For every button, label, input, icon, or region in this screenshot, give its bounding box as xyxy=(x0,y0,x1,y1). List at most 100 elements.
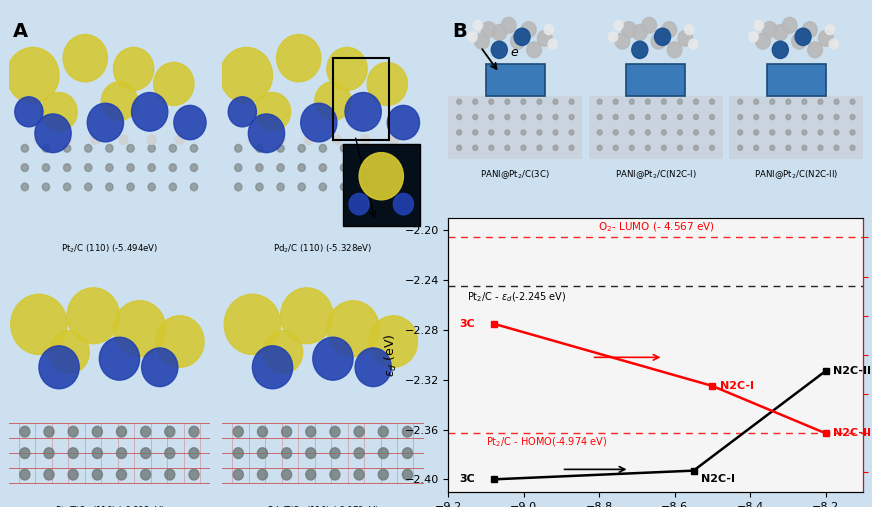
Bar xyxy=(333,58,389,140)
Circle shape xyxy=(387,105,419,140)
Circle shape xyxy=(829,39,839,49)
Text: N2C-II: N2C-II xyxy=(833,428,871,438)
Circle shape xyxy=(753,99,759,104)
Circle shape xyxy=(148,164,155,171)
Circle shape xyxy=(755,33,770,49)
Circle shape xyxy=(101,82,138,120)
Circle shape xyxy=(41,92,78,131)
Circle shape xyxy=(92,469,102,480)
Circle shape xyxy=(64,183,71,191)
Bar xyxy=(730,96,863,159)
Circle shape xyxy=(117,469,126,480)
Circle shape xyxy=(10,294,67,354)
Bar xyxy=(767,64,826,96)
Circle shape xyxy=(613,99,618,104)
Text: 3C: 3C xyxy=(459,319,475,329)
Circle shape xyxy=(255,164,263,171)
Circle shape xyxy=(537,30,552,46)
Circle shape xyxy=(489,99,494,104)
Circle shape xyxy=(340,144,348,152)
Circle shape xyxy=(248,135,257,144)
Circle shape xyxy=(457,99,461,104)
Circle shape xyxy=(615,33,630,49)
Circle shape xyxy=(298,183,305,191)
Circle shape xyxy=(693,130,698,135)
Circle shape xyxy=(597,99,602,104)
Circle shape xyxy=(473,20,482,30)
Circle shape xyxy=(792,33,807,49)
Circle shape xyxy=(685,24,694,34)
Circle shape xyxy=(44,469,54,480)
Circle shape xyxy=(354,448,364,458)
Circle shape xyxy=(15,97,43,127)
Bar xyxy=(589,96,723,159)
Circle shape xyxy=(786,115,791,120)
Circle shape xyxy=(190,183,198,191)
Circle shape xyxy=(505,145,510,151)
Text: Pd$_2$/TiO$_2$ (110) (-6.079eV): Pd$_2$/TiO$_2$ (110) (-6.079eV) xyxy=(267,504,378,507)
Circle shape xyxy=(693,99,698,104)
Circle shape xyxy=(537,145,542,151)
Circle shape xyxy=(304,135,313,144)
Circle shape xyxy=(340,183,348,191)
Circle shape xyxy=(835,130,839,135)
Circle shape xyxy=(359,153,404,200)
Circle shape xyxy=(850,145,855,151)
Circle shape xyxy=(147,135,156,144)
Circle shape xyxy=(277,164,284,171)
Text: Pt$_2$/C - HOMO(-4.974 eV): Pt$_2$/C - HOMO(-4.974 eV) xyxy=(487,436,608,449)
Circle shape xyxy=(818,130,823,135)
Circle shape xyxy=(630,115,634,120)
Circle shape xyxy=(753,145,759,151)
Circle shape xyxy=(553,145,558,151)
Circle shape xyxy=(301,103,337,142)
Circle shape xyxy=(64,144,71,152)
Circle shape xyxy=(404,144,411,152)
Circle shape xyxy=(257,469,268,480)
Circle shape xyxy=(378,448,388,458)
Circle shape xyxy=(169,164,176,171)
Circle shape xyxy=(277,144,284,152)
Text: PANI@Pt$_2$/C(3C): PANI@Pt$_2$/C(3C) xyxy=(480,168,550,181)
Circle shape xyxy=(68,426,78,437)
Circle shape xyxy=(190,144,198,152)
Text: Pt$_2$/TiO$_2$ (110) (-6.803eV): Pt$_2$/TiO$_2$ (110) (-6.803eV) xyxy=(55,504,164,507)
Circle shape xyxy=(340,164,348,171)
Circle shape xyxy=(773,41,788,58)
Circle shape xyxy=(474,33,489,49)
Circle shape xyxy=(402,469,412,480)
Circle shape xyxy=(355,348,392,387)
Circle shape xyxy=(92,426,102,437)
Circle shape xyxy=(354,469,364,480)
Circle shape xyxy=(489,145,494,151)
Circle shape xyxy=(276,34,321,82)
Circle shape xyxy=(645,145,651,151)
Text: $e$: $e$ xyxy=(510,46,519,59)
Circle shape xyxy=(850,130,855,135)
Circle shape xyxy=(521,22,536,38)
Circle shape xyxy=(678,115,683,120)
Circle shape xyxy=(39,346,79,389)
Circle shape xyxy=(489,130,494,135)
Circle shape xyxy=(527,42,542,58)
Circle shape xyxy=(393,193,413,215)
Circle shape xyxy=(224,294,281,354)
Circle shape xyxy=(613,145,618,151)
Circle shape xyxy=(106,144,113,152)
Circle shape xyxy=(44,426,54,437)
Circle shape xyxy=(693,145,698,151)
Text: PANI@Pt$_2$/C(N2C-II): PANI@Pt$_2$/C(N2C-II) xyxy=(754,168,839,181)
Circle shape xyxy=(738,130,743,135)
Circle shape xyxy=(252,346,293,389)
Circle shape xyxy=(68,448,78,458)
Circle shape xyxy=(770,115,774,120)
Circle shape xyxy=(165,448,175,458)
Circle shape xyxy=(553,130,558,135)
Circle shape xyxy=(457,115,461,120)
Circle shape xyxy=(20,448,30,458)
Circle shape xyxy=(569,99,574,104)
Circle shape xyxy=(770,99,774,104)
Circle shape xyxy=(235,183,242,191)
Circle shape xyxy=(738,145,743,151)
Circle shape xyxy=(319,183,326,191)
